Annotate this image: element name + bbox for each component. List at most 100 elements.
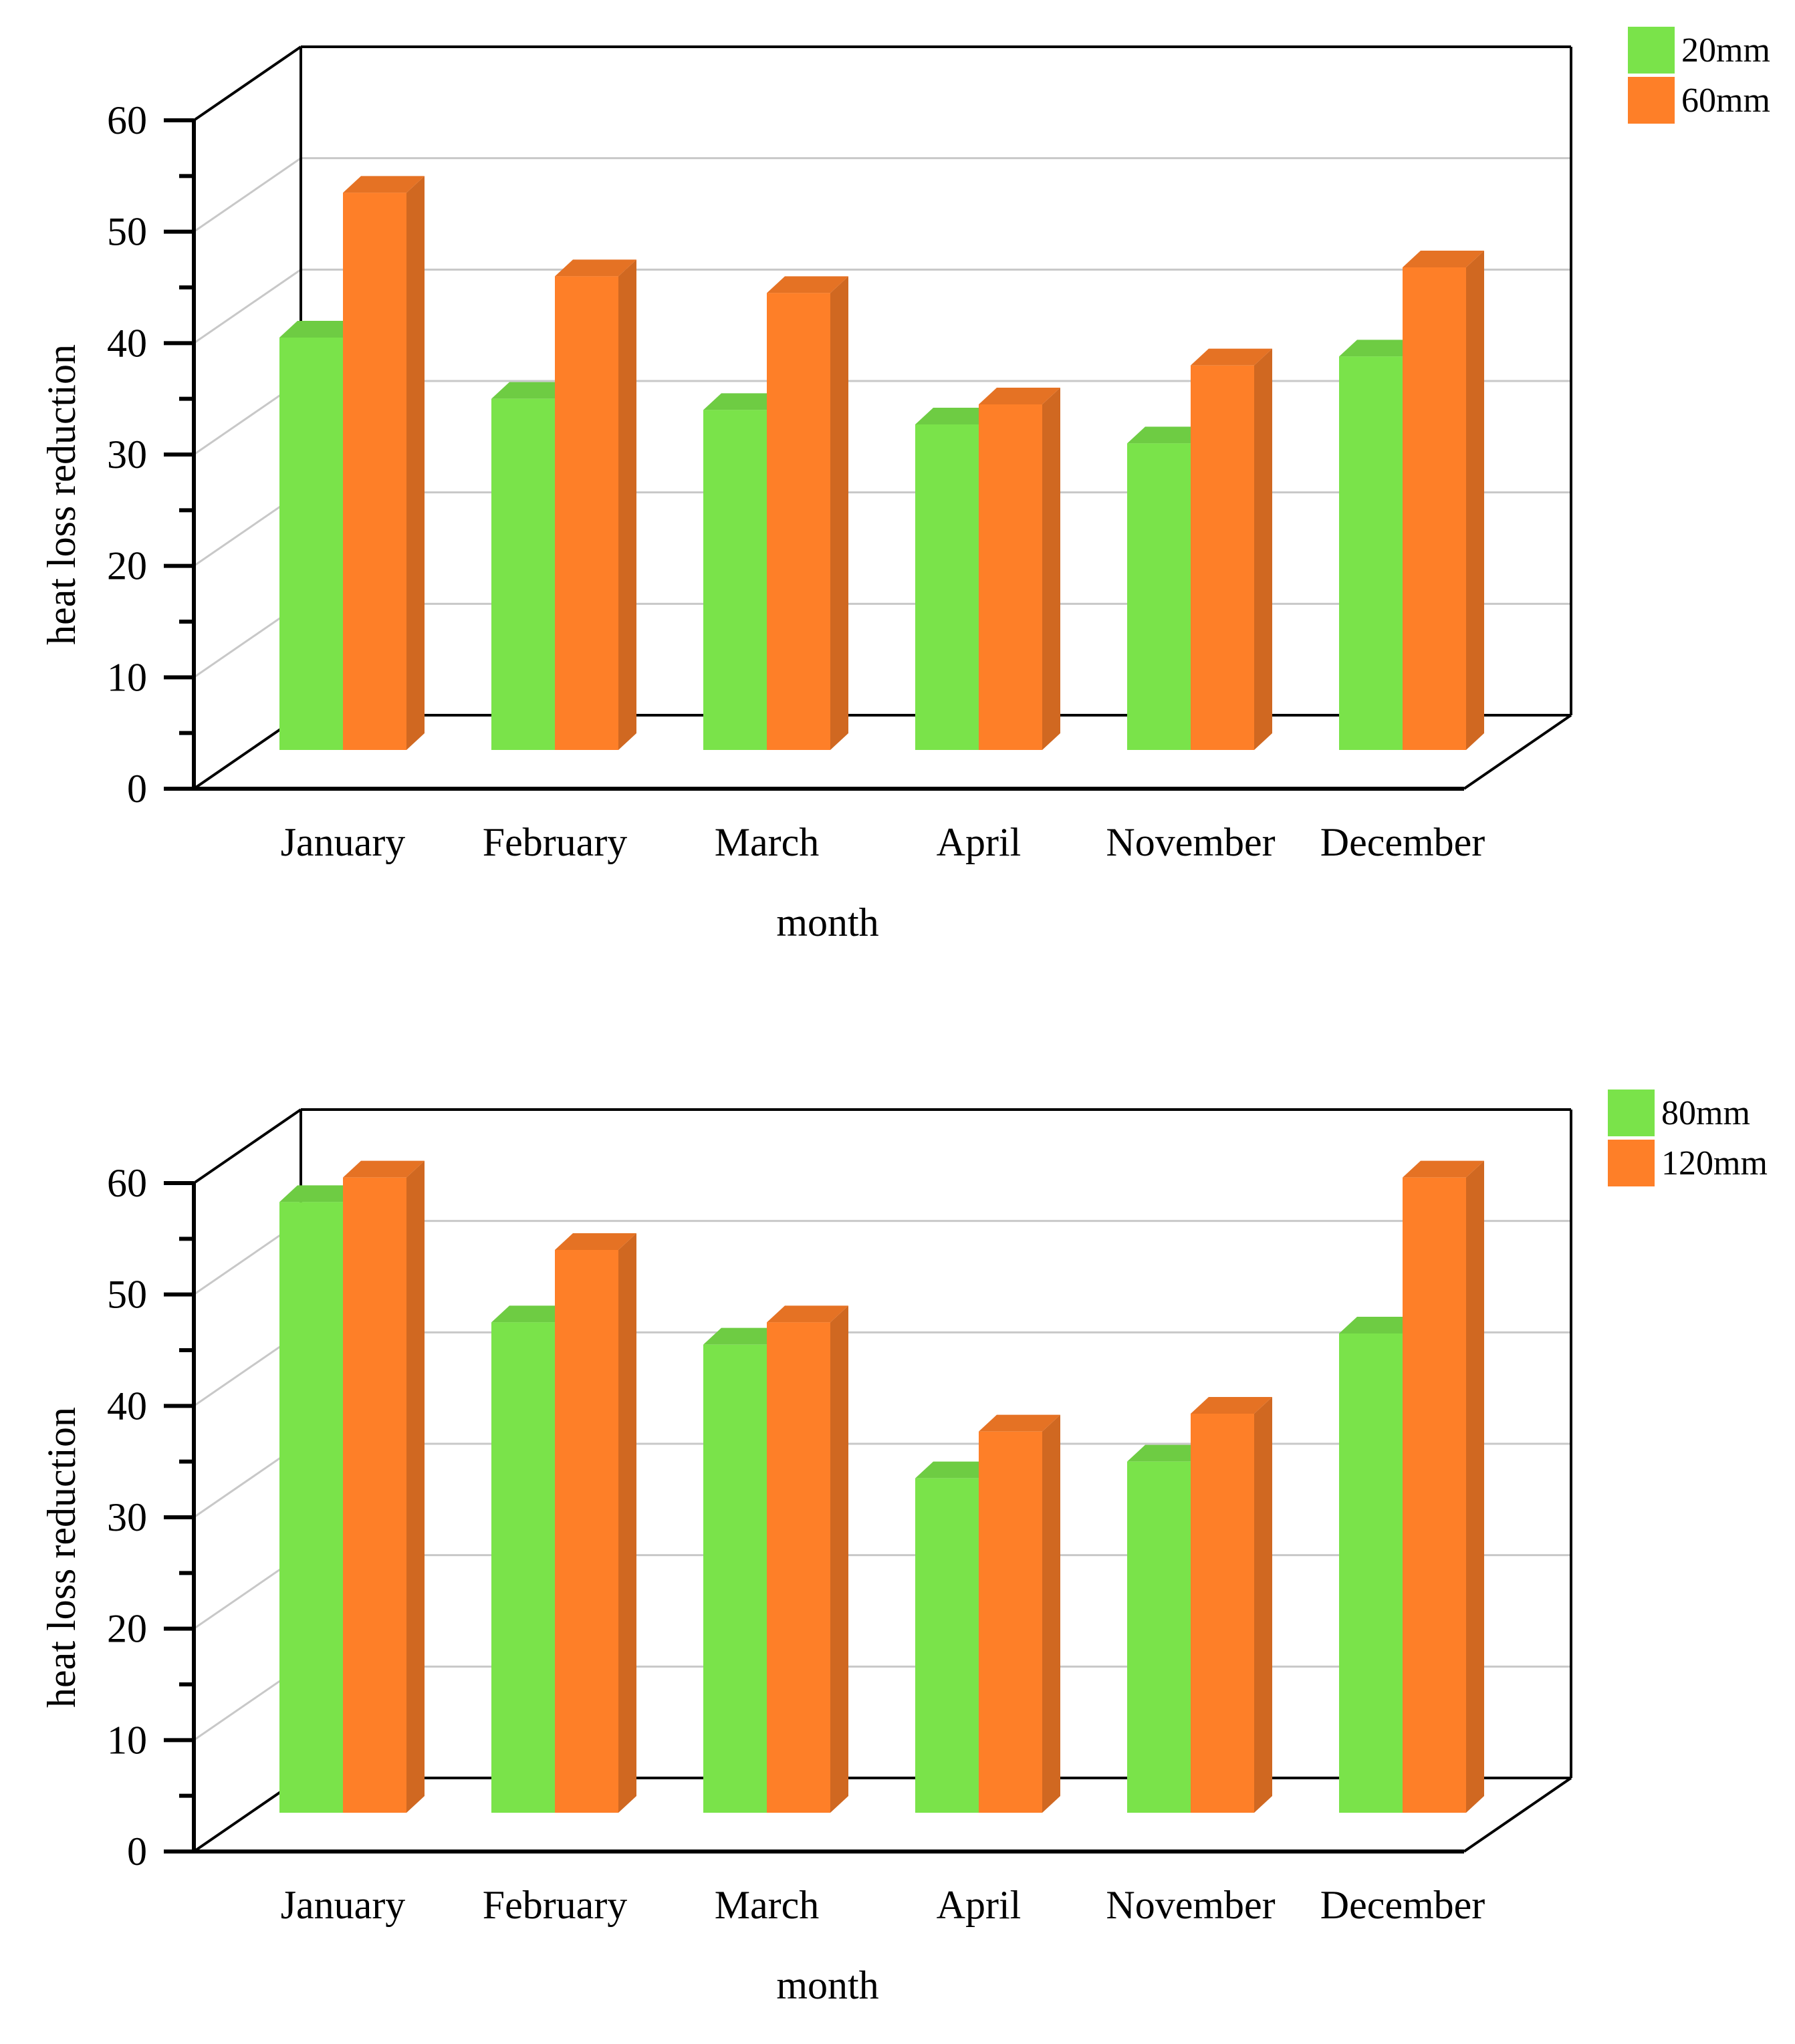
bar	[491, 382, 573, 750]
bar-top	[703, 393, 785, 410]
legend: 20mm 60mm	[1628, 27, 1770, 124]
x-category-label: April	[937, 820, 1022, 864]
bar-side	[1042, 388, 1060, 750]
bar-side	[1254, 1397, 1272, 1813]
bar-front	[979, 404, 1042, 750]
bar-front	[1191, 365, 1254, 750]
bar-top	[703, 1327, 785, 1345]
bar-top	[279, 1185, 361, 1202]
bar-side	[830, 1305, 848, 1813]
bar	[555, 259, 636, 750]
bar-side	[618, 259, 636, 750]
bar-front	[1127, 443, 1191, 750]
y-tick-label: 20	[107, 1607, 147, 1651]
bar-top	[491, 1305, 573, 1323]
x-category-label: January	[281, 1883, 406, 1927]
bar-front	[767, 1322, 830, 1813]
floor-right-edge	[1463, 1777, 1572, 1853]
bars	[279, 176, 1484, 750]
bar-top	[1403, 1160, 1484, 1178]
bar-front	[1339, 356, 1403, 750]
bar	[491, 1305, 573, 1813]
bar-top	[1191, 348, 1272, 366]
bar-front	[343, 1177, 406, 1813]
y-tick-label: 40	[107, 321, 147, 365]
bar-front	[703, 410, 767, 750]
bar-front	[915, 424, 979, 750]
bar-front	[555, 276, 618, 750]
bar	[1403, 1160, 1484, 1813]
bar-top	[979, 388, 1060, 404]
bar-front	[703, 1344, 767, 1813]
bar	[1191, 1397, 1272, 1813]
bar-top	[1339, 1317, 1421, 1333]
y-tick-label: 30	[107, 1495, 147, 1539]
legend-label: 20mm	[1681, 31, 1770, 70]
bar-side	[830, 276, 848, 750]
gridline-side	[193, 269, 302, 344]
x-axis-title: month	[776, 900, 878, 944]
y-ticks: 0 10 20 30 40 50 60	[107, 98, 194, 811]
bar-top	[1127, 1444, 1209, 1462]
y-tick-label: 60	[107, 98, 147, 142]
x-category-label: April	[937, 1883, 1022, 1927]
bar-front	[1403, 267, 1466, 750]
bar-side	[1254, 348, 1272, 750]
y-tick-label: 10	[107, 655, 147, 699]
bar-front	[1127, 1461, 1191, 1813]
y-tick-label: 40	[107, 1384, 147, 1428]
top-depth-edge	[193, 45, 302, 122]
x-axis-title: month	[776, 1963, 878, 2007]
bar	[979, 388, 1060, 750]
bar	[979, 1414, 1060, 1813]
legend-swatch	[1628, 27, 1675, 74]
gridline-side	[193, 157, 302, 233]
x-category-label: November	[1106, 820, 1275, 864]
y-axis-title: heat loss reduction	[39, 344, 84, 645]
bar-top	[1127, 426, 1209, 444]
bar-top	[1191, 1397, 1272, 1414]
bar-front	[555, 1250, 618, 1813]
y-tick-label: 50	[107, 210, 147, 254]
bar-top	[767, 276, 848, 293]
bar-side	[618, 1233, 636, 1813]
bar	[555, 1233, 636, 1813]
legend: 80mm 120mm	[1608, 1090, 1768, 1186]
legend-label: 60mm	[1681, 82, 1770, 120]
y-tick-label: 20	[107, 544, 147, 588]
bar	[767, 276, 848, 750]
bar	[1403, 251, 1484, 750]
bar-top	[555, 259, 636, 277]
bar-top	[343, 1160, 425, 1178]
legend-label: 120mm	[1661, 1144, 1768, 1182]
x-category-label: December	[1320, 820, 1485, 864]
bar-front	[491, 1322, 555, 1813]
bar-front	[279, 1202, 343, 1813]
bar-side	[1466, 1160, 1484, 1813]
y-tick-label: 0	[127, 1829, 147, 1874]
x-category-label: January	[281, 820, 406, 864]
y-tick-label: 50	[107, 1273, 147, 1317]
legend-swatch	[1608, 1090, 1655, 1136]
bars	[279, 1160, 1484, 1813]
top-depth-edge	[193, 1108, 302, 1184]
bar-side	[406, 1160, 425, 1813]
y-ticks: 0 10 20 30 40 50 60	[107, 1161, 194, 1874]
bar-front	[343, 193, 406, 750]
chart-top: 0 10 20 30 40 50 60 heat loss reduction January F…	[39, 27, 1770, 944]
bar-front	[1191, 1414, 1254, 1813]
x-category-label: February	[483, 1883, 628, 1927]
bar-front	[767, 293, 830, 750]
x-category-label: March	[715, 820, 820, 864]
y-axis-title: heat loss reduction	[39, 1407, 84, 1708]
legend-swatch	[1608, 1140, 1655, 1186]
bar-front	[1339, 1333, 1403, 1813]
bar-top	[555, 1233, 636, 1250]
x-category-label: February	[483, 820, 628, 864]
y-tick-label: 10	[107, 1718, 147, 1762]
bar	[343, 1160, 425, 1813]
floor-right-edge	[1463, 714, 1572, 790]
bar-front	[1403, 1177, 1466, 1813]
